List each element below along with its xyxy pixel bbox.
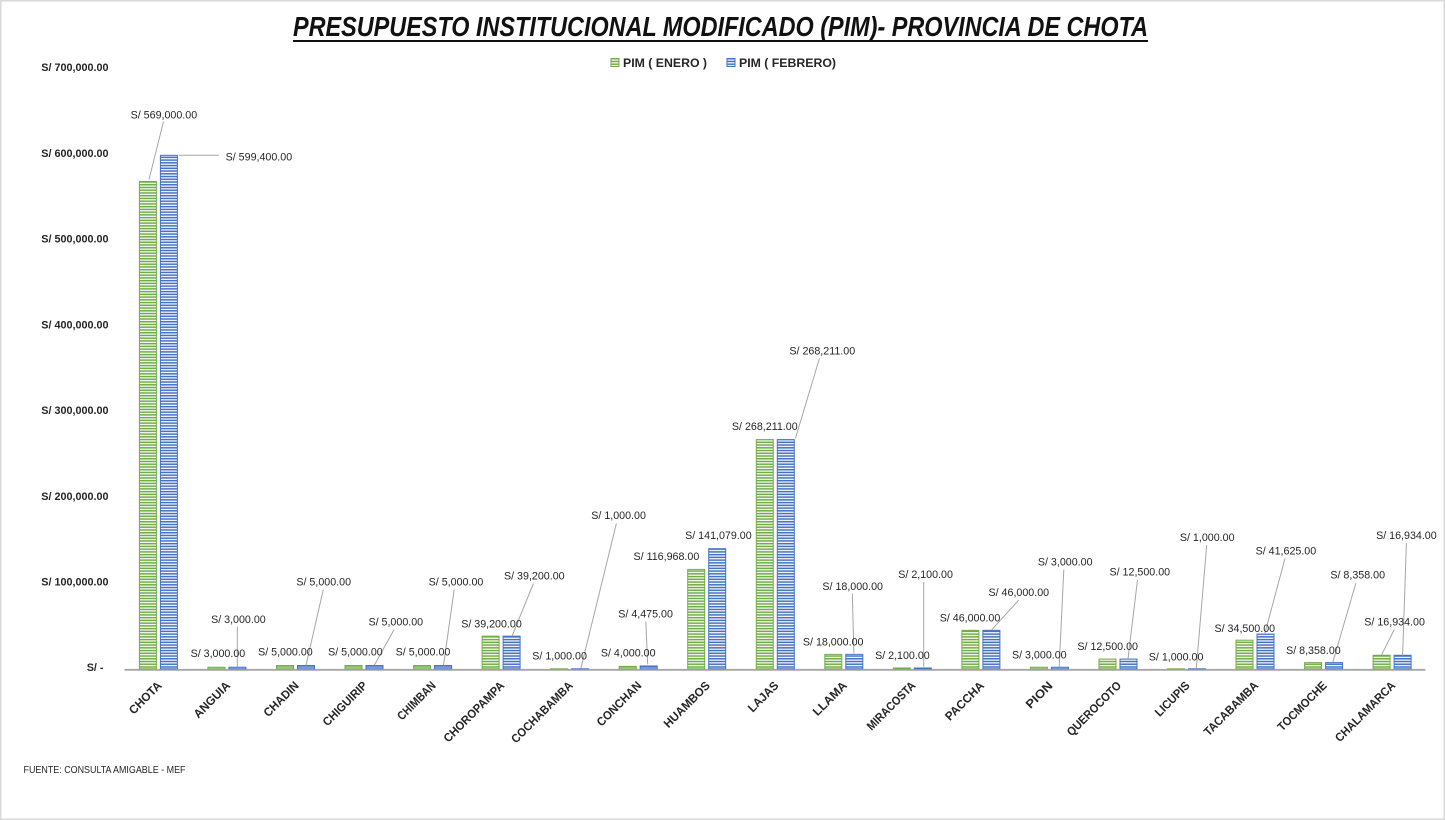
svg-text:S/ 5,000.00: S/ 5,000.00 xyxy=(429,576,484,588)
svg-text:S/ 1,000.00: S/ 1,000.00 xyxy=(1149,651,1204,663)
svg-text:S/ 2,100.00: S/ 2,100.00 xyxy=(898,569,953,581)
svg-text:PIM ( ENERO ): PIM ( ENERO ) xyxy=(623,56,707,70)
svg-text:S/ 268,211.00: S/ 268,211.00 xyxy=(789,345,855,357)
svg-text:S/ 2,100.00: S/ 2,100.00 xyxy=(875,650,930,662)
svg-text:PRESUPUESTO INSTITUCIONAL MODI: PRESUPUESTO INSTITUCIONAL MODIFICADO (PI… xyxy=(293,11,1148,42)
svg-text:S/ 5,000.00: S/ 5,000.00 xyxy=(368,617,423,629)
svg-text:FUENTE: CONSULTA AMIGABLE - ME: FUENTE: CONSULTA AMIGABLE - MEF xyxy=(24,765,186,776)
svg-text:S/ 8,358.00: S/ 8,358.00 xyxy=(1330,569,1385,581)
svg-text:S/ 39,200.00: S/ 39,200.00 xyxy=(504,570,565,582)
svg-text:S/ 46,000.00: S/ 46,000.00 xyxy=(940,612,1001,624)
svg-text:S/ 16,934.00: S/ 16,934.00 xyxy=(1376,530,1437,542)
svg-text:S/ 116,968.00: S/ 116,968.00 xyxy=(634,551,700,563)
svg-text:S/ 5,000.00: S/ 5,000.00 xyxy=(258,647,313,659)
svg-text:S/ 34,500.00: S/ 34,500.00 xyxy=(1214,623,1275,635)
svg-text:S/ 5,000.00: S/ 5,000.00 xyxy=(396,647,451,659)
svg-text:S/ 39,200.00: S/ 39,200.00 xyxy=(461,619,522,631)
svg-text:S/ 1,000.00: S/ 1,000.00 xyxy=(591,510,646,522)
svg-text:S/ 46,000.00: S/ 46,000.00 xyxy=(988,587,1049,599)
svg-text:S/ 18,000.00: S/ 18,000.00 xyxy=(822,581,883,593)
svg-text:S/ 12,500.00: S/ 12,500.00 xyxy=(1077,641,1138,653)
svg-text:S/ 16,934.00: S/ 16,934.00 xyxy=(1364,616,1425,628)
svg-text:S/ 268,211.00: S/ 268,211.00 xyxy=(732,421,798,433)
svg-text:S/ 4,000.00: S/ 4,000.00 xyxy=(601,648,656,660)
svg-text:S/ 600,000.00: S/ 600,000.00 xyxy=(41,148,108,160)
svg-text:S/ 3,000.00: S/ 3,000.00 xyxy=(1012,649,1067,661)
svg-text:S/ 5,000.00: S/ 5,000.00 xyxy=(296,577,351,589)
svg-text:S/ 141,079.00: S/ 141,079.00 xyxy=(685,530,752,542)
svg-text:S/ 500,000.00: S/ 500,000.00 xyxy=(41,234,108,246)
svg-text:S/ 569,000.00: S/ 569,000.00 xyxy=(131,110,198,122)
svg-text:S/ 41,625.00: S/ 41,625.00 xyxy=(1256,545,1317,557)
svg-text:S/ 400,000.00: S/ 400,000.00 xyxy=(41,319,108,331)
svg-text:S/ 1,000.00: S/ 1,000.00 xyxy=(1180,532,1235,544)
svg-text:S/ 100,000.00: S/ 100,000.00 xyxy=(41,577,108,589)
svg-text:S/ 3,000.00: S/ 3,000.00 xyxy=(211,614,266,626)
svg-text:S/ 3,000.00: S/ 3,000.00 xyxy=(191,648,246,660)
svg-text:S/ -: S/ - xyxy=(87,662,104,674)
svg-text:S/ 599,400.00: S/ 599,400.00 xyxy=(226,152,293,164)
svg-text:S/ 5,000.00: S/ 5,000.00 xyxy=(328,647,383,659)
svg-text:S/ 18,000.00: S/ 18,000.00 xyxy=(803,636,864,648)
svg-text:S/ 1,000.00: S/ 1,000.00 xyxy=(532,651,587,663)
svg-text:S/ 4,475.00: S/ 4,475.00 xyxy=(618,609,673,621)
svg-text:PIM ( FEBRERO): PIM ( FEBRERO) xyxy=(739,56,836,70)
svg-text:S/ 300,000.00: S/ 300,000.00 xyxy=(41,405,108,417)
svg-text:S/ 200,000.00: S/ 200,000.00 xyxy=(41,491,108,503)
svg-text:S/ 700,000.00: S/ 700,000.00 xyxy=(41,62,108,74)
svg-text:S/ 8,358.00: S/ 8,358.00 xyxy=(1286,645,1341,657)
svg-text:S/ 3,000.00: S/ 3,000.00 xyxy=(1038,557,1093,569)
svg-text:S/ 12,500.00: S/ 12,500.00 xyxy=(1109,567,1170,579)
